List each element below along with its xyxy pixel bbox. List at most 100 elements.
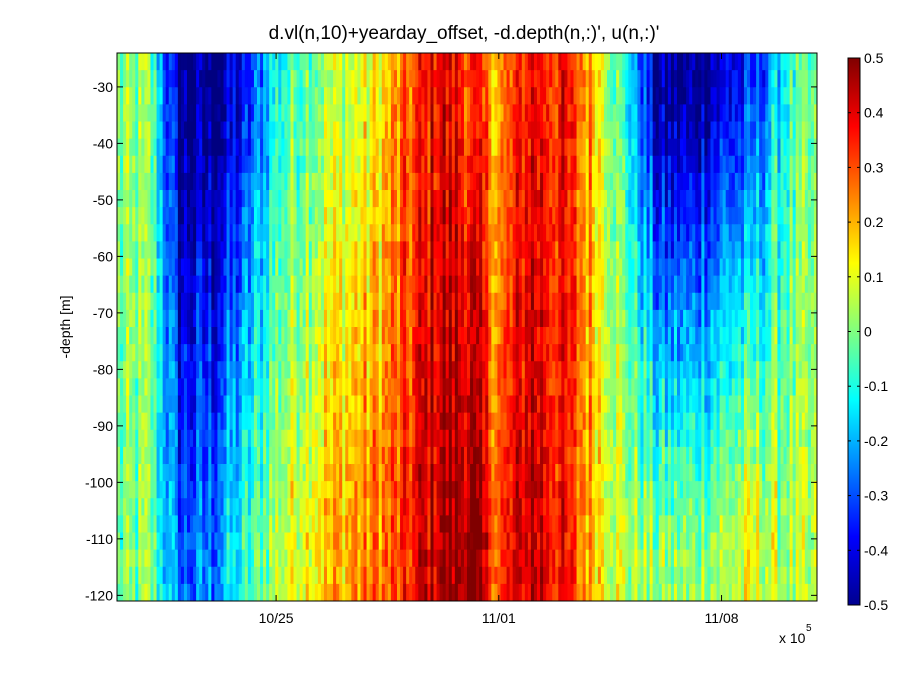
heatmap-cell: [199, 309, 203, 328]
heatmap-cell: [451, 275, 456, 294]
heatmap-cell: [281, 309, 285, 328]
heatmap-cell: [336, 566, 340, 585]
heatmap-cell: [518, 395, 523, 414]
heatmap-cell: [533, 583, 538, 602]
heatmap-cell: [153, 395, 157, 414]
heatmap-cell: [314, 70, 319, 88]
heatmap-cell: [177, 104, 182, 122]
heatmap-cell: [138, 207, 142, 225]
heatmap-cell: [585, 258, 590, 277]
heatmap-cell: [585, 378, 590, 396]
heatmap-cell: [506, 361, 511, 379]
heatmap-cell: [232, 190, 237, 208]
heatmap-cell: [390, 327, 395, 345]
heatmap-cell: [439, 292, 444, 311]
heatmap-cell: [561, 87, 565, 105]
heatmap-cell: [190, 583, 194, 602]
heatmap-cell: [588, 121, 593, 140]
heatmap-cell: [552, 172, 556, 191]
heatmap-cell: [135, 207, 139, 225]
heatmap-cell: [253, 583, 258, 602]
heatmap-cell: [180, 446, 185, 465]
heatmap-cell: [488, 138, 492, 157]
heatmap-cell: [244, 121, 249, 140]
heatmap-cell: [576, 344, 581, 362]
heatmap-cell: [348, 190, 352, 208]
heatmap-cell: [555, 224, 559, 242]
heatmap-cell: [214, 275, 218, 294]
heatmap-cell: [202, 138, 206, 157]
heatmap-cell: [537, 361, 541, 379]
heatmap-cell: [168, 378, 173, 396]
heatmap-cell: [412, 190, 416, 208]
heatmap-cell: [177, 70, 182, 88]
heatmap-cell: [540, 429, 544, 448]
heatmap-cell: [226, 566, 231, 585]
heatmap-cell: [244, 361, 249, 379]
heatmap-cell: [223, 446, 227, 465]
heatmap-cell: [187, 258, 191, 277]
heatmap-cell: [591, 121, 596, 140]
heatmap-cell: [168, 104, 173, 122]
heatmap-cell: [123, 275, 127, 294]
heatmap-cell: [375, 241, 380, 259]
heatmap-cell: [527, 309, 532, 328]
heatmap-cell: [202, 155, 206, 174]
heatmap-cell: [585, 327, 590, 345]
heatmap-cell: [506, 532, 511, 551]
heatmap-cell: [123, 344, 127, 362]
heatmap-cell: [177, 549, 182, 568]
heatmap-cell: [463, 429, 468, 448]
heatmap-cell: [287, 258, 291, 277]
heatmap-cell: [199, 464, 203, 482]
heatmap-cell: [159, 104, 164, 122]
heatmap-cell: [409, 258, 413, 277]
heatmap-cell: [150, 361, 154, 379]
heatmap-cell: [424, 446, 428, 465]
heatmap-cell: [387, 395, 392, 414]
heatmap-cell: [126, 70, 130, 88]
heatmap-cell: [448, 378, 453, 396]
heatmap-cell: [333, 549, 337, 568]
heatmap-cell: [570, 121, 574, 140]
heatmap-cell: [269, 412, 273, 431]
heatmap-cell: [308, 309, 313, 328]
heatmap-cell: [317, 275, 322, 294]
heatmap-cell: [448, 275, 453, 294]
heatmap-cell: [552, 309, 556, 328]
heatmap-cell: [308, 207, 313, 225]
heatmap-cell: [381, 87, 386, 105]
heatmap-cell: [436, 138, 441, 157]
heatmap-cell: [463, 104, 468, 122]
heatmap-cell: [424, 583, 428, 602]
heatmap-cell: [330, 138, 334, 157]
heatmap-cell: [506, 258, 511, 277]
heatmap-cell: [345, 155, 349, 174]
heatmap-cell: [585, 121, 590, 140]
heatmap-cell: [293, 104, 297, 122]
heatmap-cell: [500, 70, 504, 88]
heatmap-cell: [430, 104, 434, 122]
heatmap-cell: [196, 412, 200, 431]
heatmap-cell: [183, 515, 188, 533]
heatmap-cell: [190, 532, 194, 551]
heatmap-cell: [579, 258, 584, 277]
heatmap-cell: [235, 566, 240, 585]
heatmap-cell: [311, 583, 316, 602]
heatmap-cell: [156, 532, 161, 551]
heatmap-cell: [141, 498, 145, 516]
heatmap-cell: [168, 446, 173, 465]
heatmap-cell: [588, 138, 593, 157]
heatmap-cell: [351, 378, 355, 396]
heatmap-cell: [397, 498, 401, 516]
heatmap-cell: [247, 258, 252, 277]
heatmap-cell: [454, 172, 459, 191]
heatmap-cell: [117, 481, 121, 499]
heatmap-cell: [506, 549, 511, 568]
heatmap-cell: [360, 498, 364, 516]
heatmap-cell: [247, 207, 252, 225]
heatmap-cell: [290, 583, 294, 602]
heatmap-cell: [253, 481, 258, 499]
heatmap-cell: [281, 275, 285, 294]
heatmap-cell: [126, 378, 130, 396]
